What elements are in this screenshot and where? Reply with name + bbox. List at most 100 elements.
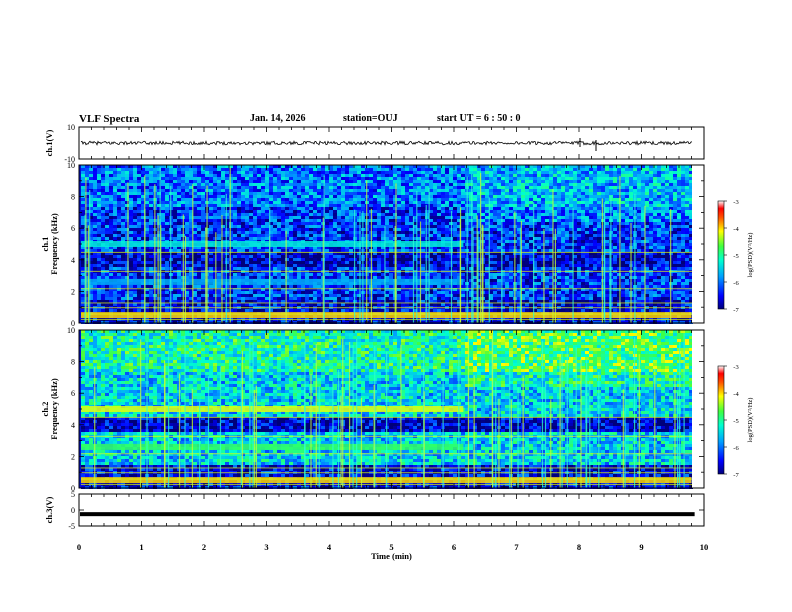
- spec-cell: [241, 222, 245, 225]
- spec-cell: [113, 222, 117, 225]
- spec-cell: [229, 219, 233, 222]
- spec-cell: [313, 180, 317, 183]
- spec-cell: [385, 276, 389, 279]
- spec-cell: [253, 276, 257, 279]
- spec-cell: [425, 258, 429, 261]
- spec-cell: [173, 210, 177, 213]
- spec-cell: [265, 216, 269, 219]
- spec-cell: [173, 264, 177, 267]
- spec-cell: [129, 183, 133, 186]
- spec-cell: [201, 261, 205, 264]
- spec-cell: [157, 300, 161, 303]
- spec-cell: [305, 189, 309, 192]
- spec-cell: [165, 246, 169, 249]
- spec-cell: [285, 216, 289, 219]
- spec-cell: [229, 276, 233, 279]
- spec-cell: [265, 249, 269, 252]
- spec-cell: [333, 222, 337, 225]
- spec-cell: [157, 285, 161, 288]
- spec-cell: [249, 168, 253, 171]
- spec-cell: [257, 252, 261, 255]
- spec-cell: [397, 171, 401, 174]
- spec-cell: [333, 309, 337, 312]
- spec-cell: [337, 258, 341, 261]
- spec-cell: [357, 165, 361, 168]
- spec-cell: [245, 297, 249, 300]
- spec-cell: [229, 165, 233, 168]
- spec-cell: [313, 174, 317, 177]
- spec-cell: [189, 171, 193, 174]
- spec-cell: [401, 186, 405, 189]
- spec-cell: [85, 309, 89, 312]
- spec-cell: [453, 165, 457, 168]
- spec-cell: [101, 237, 105, 240]
- spec-cell: [221, 264, 225, 267]
- spec-cell: [125, 180, 129, 183]
- spec-cell: [281, 273, 285, 276]
- spec-cell: [217, 285, 221, 288]
- spec-cell: [225, 255, 229, 258]
- spec-cell: [437, 285, 441, 288]
- spec-cell: [117, 264, 121, 267]
- spec-cell: [133, 180, 137, 183]
- spec-cell: [373, 297, 377, 300]
- spec-cell: [245, 168, 249, 171]
- spec-cell: [189, 288, 193, 291]
- spec-cell: [97, 258, 101, 261]
- spec-cell: [297, 195, 301, 198]
- spec-cell: [145, 249, 149, 252]
- spec-cell: [429, 309, 433, 312]
- spec-cell: [357, 288, 361, 291]
- spec-cell: [313, 303, 317, 306]
- spec-cell: [193, 165, 197, 168]
- spec-cell: [165, 303, 169, 306]
- spec-cell: [281, 216, 285, 219]
- spec-cell: [425, 285, 429, 288]
- spec-cell: [197, 294, 201, 297]
- spec-cell: [429, 207, 433, 210]
- spec-cell: [421, 261, 425, 264]
- spec-cell: [417, 186, 421, 189]
- spec-cell: [193, 246, 197, 249]
- spec-cell: [201, 309, 205, 312]
- spec-cell: [253, 267, 257, 270]
- spec-cell: [221, 228, 225, 231]
- spec-cell: [241, 186, 245, 189]
- spec-cell: [193, 237, 197, 240]
- spec-cell: [373, 177, 377, 180]
- spec-cell: [413, 198, 417, 201]
- spec-cell: [189, 252, 193, 255]
- spec-cell: [213, 261, 217, 264]
- spec-cell: [261, 189, 265, 192]
- spec-cell: [381, 225, 385, 228]
- spec-cell: [245, 198, 249, 201]
- spec-cell: [417, 210, 421, 213]
- spec-cell: [329, 180, 333, 183]
- spec-cell: [397, 225, 401, 228]
- spec-cell: [281, 297, 285, 300]
- spec-cell: [225, 219, 229, 222]
- spec-cell: [329, 285, 333, 288]
- spec-cell: [253, 216, 257, 219]
- spec-cell: [217, 165, 221, 168]
- spec-cell: [261, 201, 265, 204]
- spec-cell: [301, 294, 305, 297]
- spec-cell: [321, 213, 325, 216]
- spec-cell: [397, 210, 401, 213]
- spec-cell: [381, 261, 385, 264]
- spec-cell: [417, 300, 421, 303]
- spec-cell: [229, 183, 233, 186]
- spec-cell: [457, 174, 461, 177]
- spec-cell: [341, 189, 345, 192]
- spec-cell: [237, 255, 241, 258]
- spec-cell: [437, 216, 441, 219]
- spec-cell: [133, 246, 137, 249]
- spec-cell: [269, 249, 273, 252]
- spec-cell: [345, 225, 349, 228]
- spec-cell: [301, 249, 305, 252]
- spec-cell: [313, 231, 317, 234]
- spec-cell: [417, 276, 421, 279]
- spec-cell: [109, 168, 113, 171]
- spec-cell: [189, 264, 193, 267]
- spec-cell: [441, 168, 445, 171]
